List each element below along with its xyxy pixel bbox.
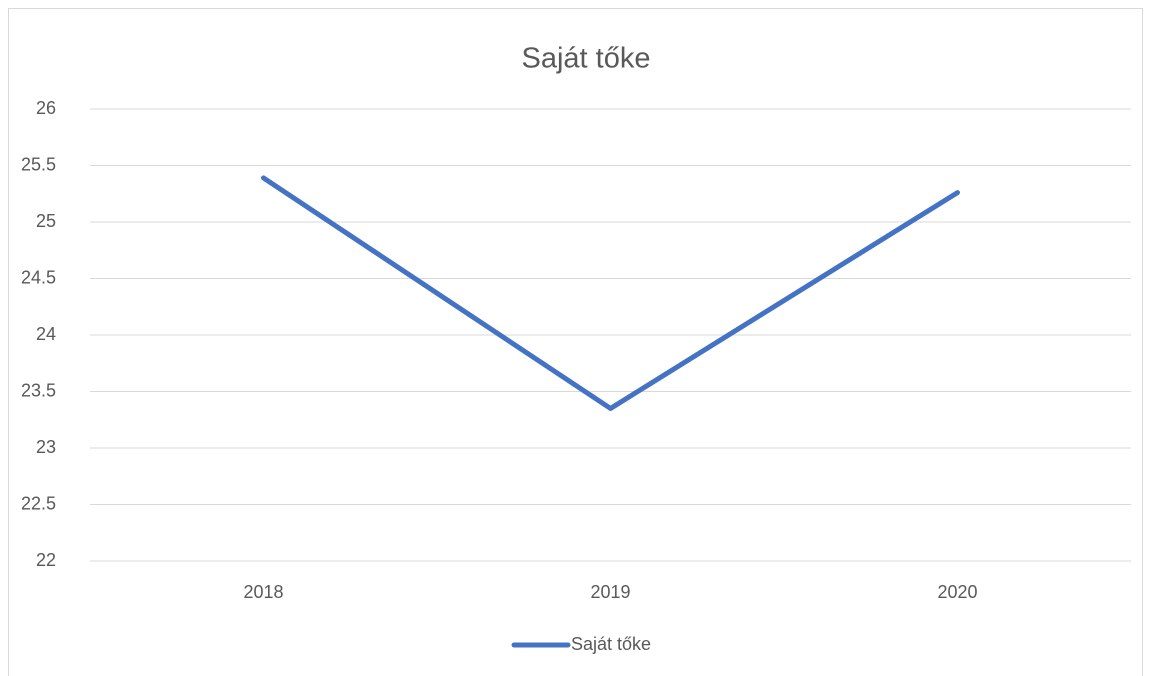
x-tick-label: 2018 [243,582,283,602]
y-tick-label: 22 [36,550,56,570]
y-tick-label: 24.5 [21,267,56,287]
chart-border [8,8,1143,676]
y-tick-label: 23 [36,437,56,457]
y-tick-label: 25.5 [21,154,56,174]
series-line [261,175,960,411]
y-tick-label: 24 [36,324,56,344]
y-tick-label: 26 [36,98,56,118]
x-tick-label: 2019 [590,582,630,602]
y-tick-label: 23.5 [21,380,56,400]
x-tick-label: 2020 [937,582,977,602]
legend-label: Saját tőke [571,634,651,654]
chart-title: Saját tőke [522,43,651,75]
y-tick-label: 22.5 [21,493,56,513]
y-tick-label: 25 [36,211,56,231]
